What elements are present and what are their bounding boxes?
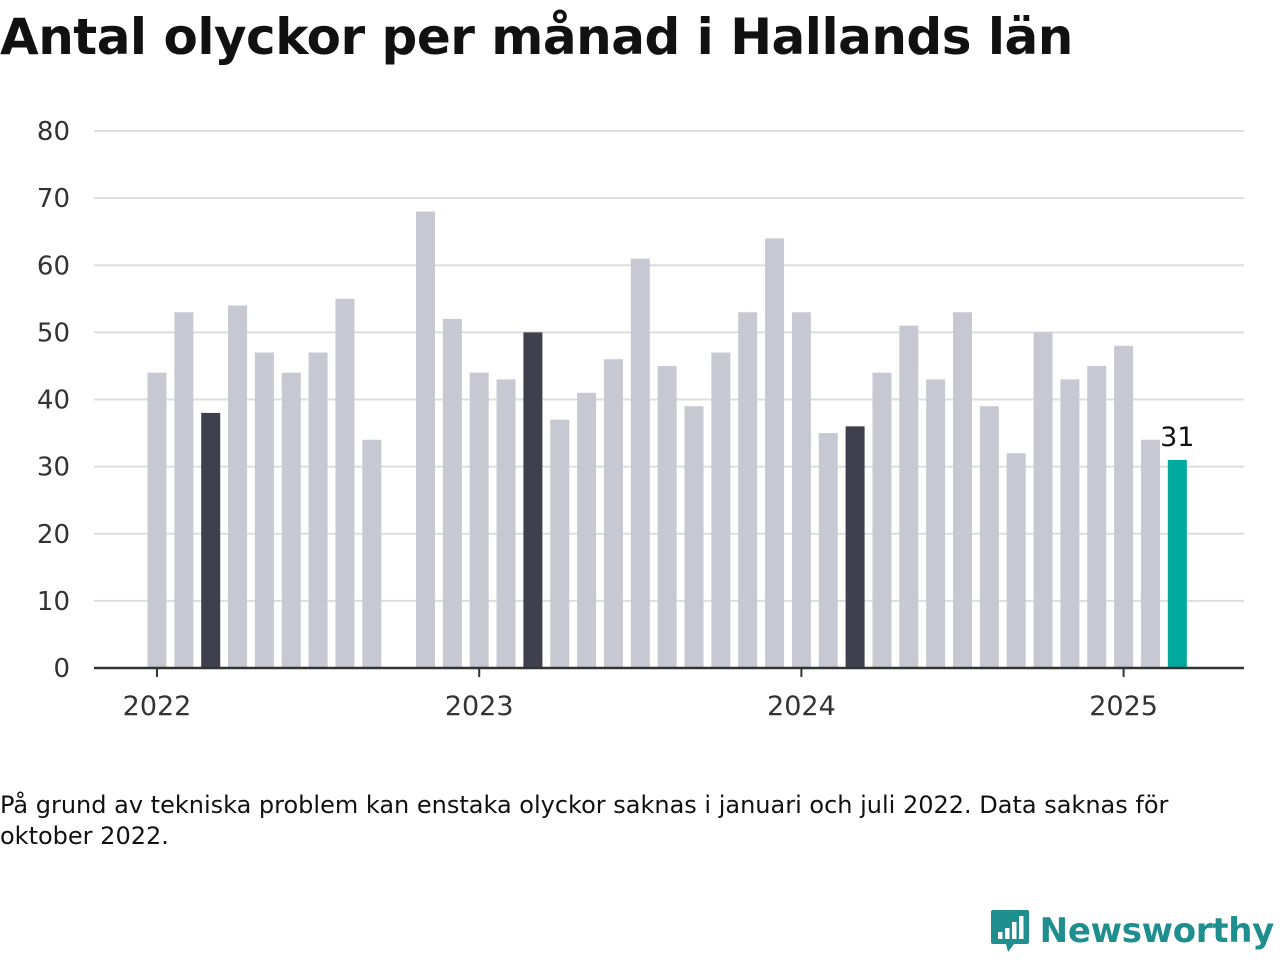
y-tick-label: 30 bbox=[37, 453, 70, 483]
bar-2025-03 bbox=[1167, 459, 1187, 668]
bar-2025-02 bbox=[1140, 439, 1160, 668]
bar-2023-07 bbox=[630, 258, 650, 668]
y-tick-label: 10 bbox=[37, 587, 70, 617]
x-tick-label: 2023 bbox=[445, 691, 514, 722]
bar-2024-03 bbox=[845, 426, 865, 668]
bar-2022-07 bbox=[308, 352, 328, 668]
bar-2022-03 bbox=[201, 412, 221, 668]
bar-2022-09 bbox=[362, 439, 382, 668]
bar-2022-08 bbox=[335, 298, 355, 668]
bar-2023-09 bbox=[684, 406, 704, 668]
y-tick-label: 20 bbox=[37, 520, 70, 550]
bar-2024-01 bbox=[791, 312, 811, 668]
bar-2024-04 bbox=[872, 372, 892, 668]
chart-title: Antal olyckor per månad i Hallands län bbox=[0, 8, 1073, 66]
brand: Newsworthy bbox=[990, 908, 1274, 954]
bar-2024-09 bbox=[1006, 453, 1026, 668]
y-tick-label: 60 bbox=[37, 251, 70, 281]
bar-2024-12 bbox=[1087, 365, 1107, 668]
bar-2022-02 bbox=[174, 312, 194, 668]
bar-2022-01 bbox=[147, 372, 167, 668]
bar-2024-07 bbox=[953, 312, 972, 668]
bar-2024-10 bbox=[1033, 332, 1053, 668]
footnote: På grund av tekniska problem kan enstaka… bbox=[0, 791, 1169, 850]
bar-2023-08 bbox=[657, 365, 677, 668]
bar-2023-03 bbox=[523, 332, 543, 668]
y-tick-label: 50 bbox=[37, 318, 70, 348]
bar-2022-12 bbox=[442, 318, 462, 668]
bar-2023-06 bbox=[603, 359, 623, 668]
x-tick-label: 2022 bbox=[123, 691, 192, 722]
bar-chart: 0 10 20 30 40 50 60 70 80 2022 2023 2024 2025 31 bbox=[37, 117, 1244, 722]
x-axis-ticks: 2022 2023 2024 2025 bbox=[123, 668, 1158, 722]
bar-2023-04 bbox=[550, 419, 570, 668]
y-tick-label: 0 bbox=[53, 654, 70, 684]
brand-name: Newsworthy bbox=[1039, 911, 1275, 951]
newsworthy-logo-icon bbox=[990, 910, 1029, 952]
latest-value-label: 31 bbox=[1160, 422, 1194, 453]
bar-2024-02 bbox=[818, 433, 838, 668]
x-tick-label: 2025 bbox=[1089, 691, 1158, 722]
bar-2023-12 bbox=[765, 238, 785, 668]
bar-2024-05 bbox=[899, 325, 919, 668]
bar-2022-05 bbox=[254, 352, 274, 668]
bar-2024-06 bbox=[926, 379, 946, 668]
x-tick-label: 2024 bbox=[767, 691, 836, 722]
y-tick-label: 80 bbox=[37, 117, 70, 147]
data-labels: 31 bbox=[1160, 422, 1194, 453]
y-tick-label: 70 bbox=[37, 184, 70, 214]
bar-2023-10 bbox=[711, 352, 731, 668]
bar-2023-05 bbox=[577, 392, 597, 668]
bar-2025-01 bbox=[1114, 345, 1134, 668]
bars bbox=[147, 211, 1187, 669]
bar-2024-11 bbox=[1060, 379, 1080, 668]
bar-2024-08 bbox=[979, 406, 999, 668]
bar-2023-11 bbox=[738, 312, 758, 668]
bar-2022-06 bbox=[281, 372, 301, 668]
y-tick-label: 40 bbox=[37, 386, 70, 416]
bar-2022-04 bbox=[228, 305, 248, 668]
y-axis-ticks: 0 10 20 30 40 50 60 70 80 bbox=[37, 117, 70, 684]
bar-2022-11 bbox=[416, 211, 435, 669]
bar-2023-02 bbox=[496, 379, 516, 668]
bar-2023-01 bbox=[469, 372, 489, 668]
